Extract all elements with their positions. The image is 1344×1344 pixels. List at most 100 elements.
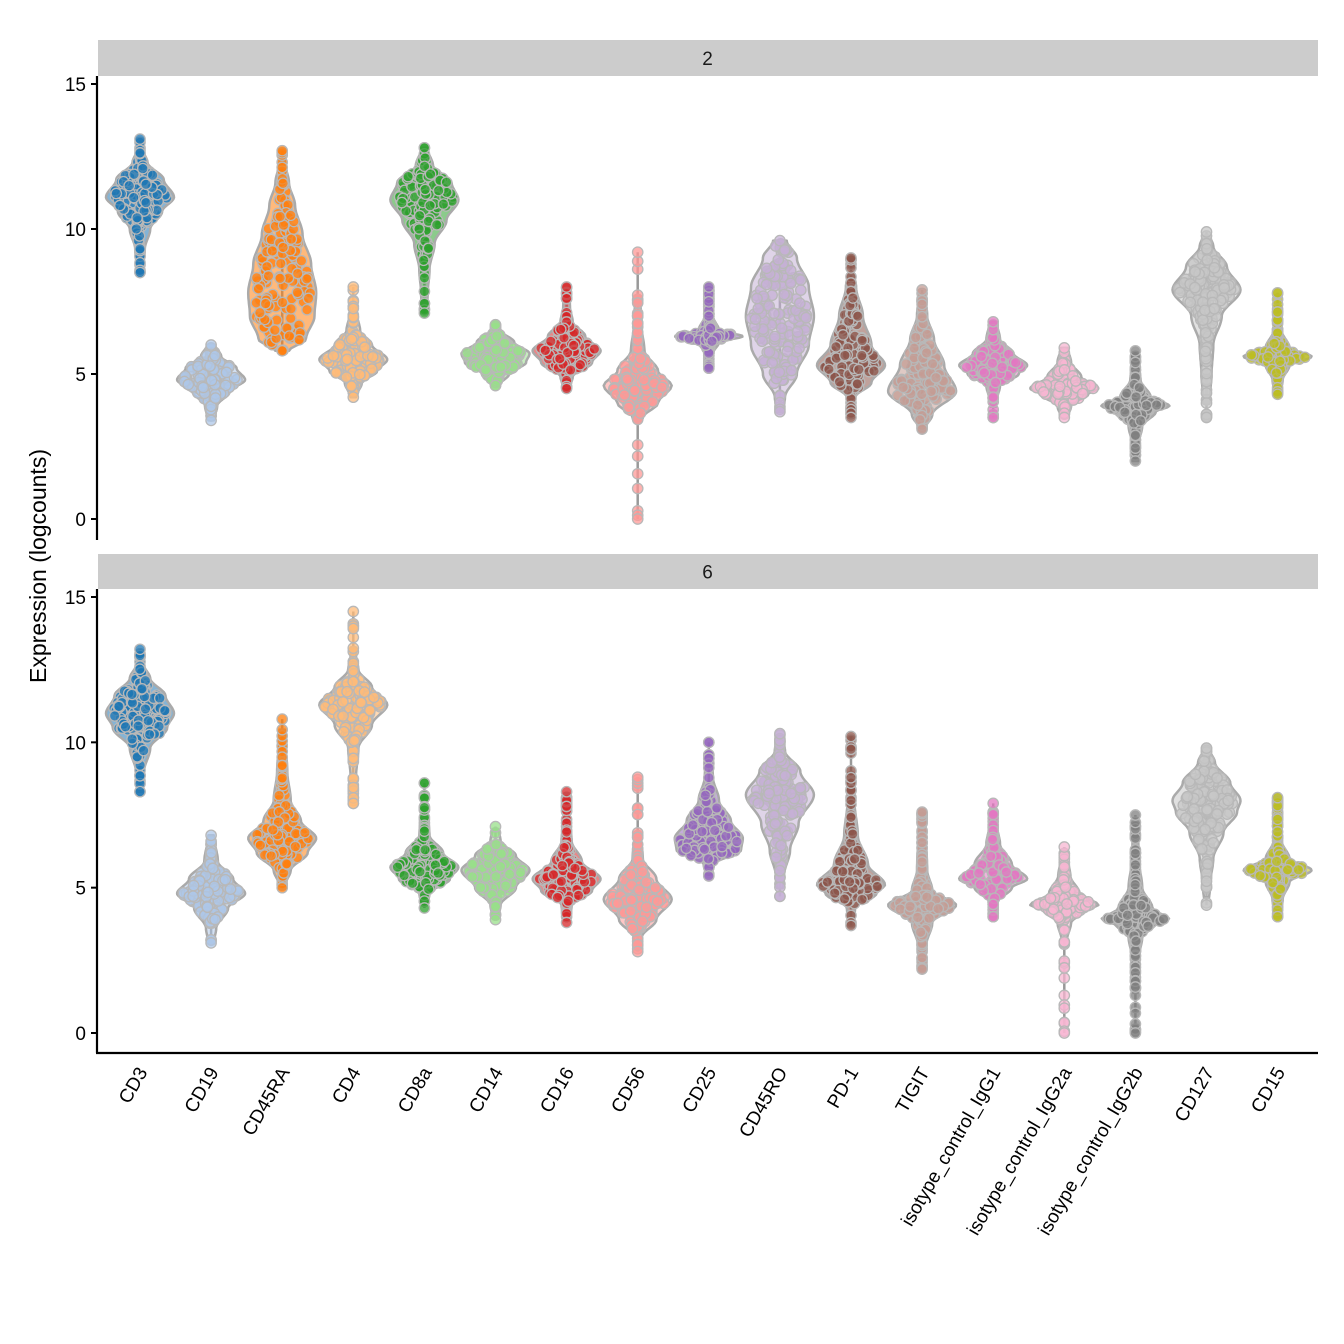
data-point [547,868,560,881]
data-point [1129,429,1142,442]
data-point [347,281,360,293]
data-point [749,313,762,325]
data-point [330,367,342,379]
data-point [1200,411,1213,424]
data-point [345,333,358,346]
data-point [851,310,864,323]
violin-isotype_control_IgG2a [1029,342,1100,424]
data-point [651,895,664,908]
data-point [868,365,880,377]
data-point [209,913,221,926]
data-point [1119,406,1131,419]
data-point [1299,351,1311,364]
data-point [560,292,573,305]
data-point [419,183,432,196]
data-point [108,710,121,722]
data-point [551,891,564,904]
data-point [1208,302,1221,315]
data-point [702,362,715,375]
violin-isotype_control_IgG1 [958,315,1029,424]
data-point [276,344,289,357]
data-point [327,349,340,362]
data-point [1197,314,1209,326]
data-point [774,234,786,247]
data-point [1129,344,1142,357]
violin-TIGIT [886,284,958,435]
data-point [1208,261,1221,274]
data-point [489,820,502,833]
data-point [432,867,445,879]
data-point [276,772,289,784]
data-point [1058,364,1071,376]
data-point [424,168,437,180]
data-point [770,851,782,864]
data-point [277,177,289,190]
data-point [479,363,492,376]
data-point [774,727,786,740]
data-point [821,876,834,888]
data-point [781,345,794,358]
data-point [1069,375,1082,387]
violin-CD56 [602,771,673,958]
data-point [631,808,644,821]
data-point [706,335,718,348]
data-point [1184,296,1197,309]
data-point [205,414,217,427]
data-point [494,860,507,873]
data-point [702,281,715,293]
data-point [414,865,426,878]
violin-PD-1 [815,252,887,424]
data-point [556,859,569,872]
data-point [347,797,360,810]
data-point [768,330,781,343]
violin-CD45RA [246,144,318,357]
data-point [489,913,502,926]
data-point [345,380,358,393]
data-point [406,877,419,890]
data-point [558,841,571,854]
data-point [347,391,360,404]
data-point [1189,281,1201,294]
data-point [631,482,644,495]
data-point [631,246,644,259]
data-point [1037,386,1050,398]
y-tick-label: 0 [75,1024,86,1045]
data-point [845,743,857,756]
data-point [631,771,644,784]
data-point [268,324,281,336]
data-point [1129,442,1142,454]
data-point [158,704,171,717]
data-point [785,787,797,800]
facet-strip [98,40,1318,76]
data-point [205,339,217,351]
data-point [134,643,146,656]
data-point [432,184,445,197]
data-point [353,368,366,381]
violin-CD19 [175,339,247,427]
data-point [274,272,286,285]
data-point [347,664,360,677]
data-point [621,373,634,385]
data-point [132,720,145,732]
data-point [836,865,849,878]
data-point [781,829,794,842]
data-point [341,685,353,698]
data-point [113,700,125,713]
data-point [588,343,601,355]
data-point [224,883,237,895]
data-point [793,297,806,310]
data-point [209,392,222,404]
data-point [209,349,221,362]
data-point [283,330,296,342]
data-point [204,360,216,372]
data-point [915,388,928,401]
data-point [625,868,637,881]
data-point [1129,455,1142,467]
data-point [560,281,573,293]
data-point [220,366,233,379]
data-point [560,800,573,813]
data-point [254,306,266,319]
data-point [1058,342,1071,354]
data-point [276,723,289,736]
